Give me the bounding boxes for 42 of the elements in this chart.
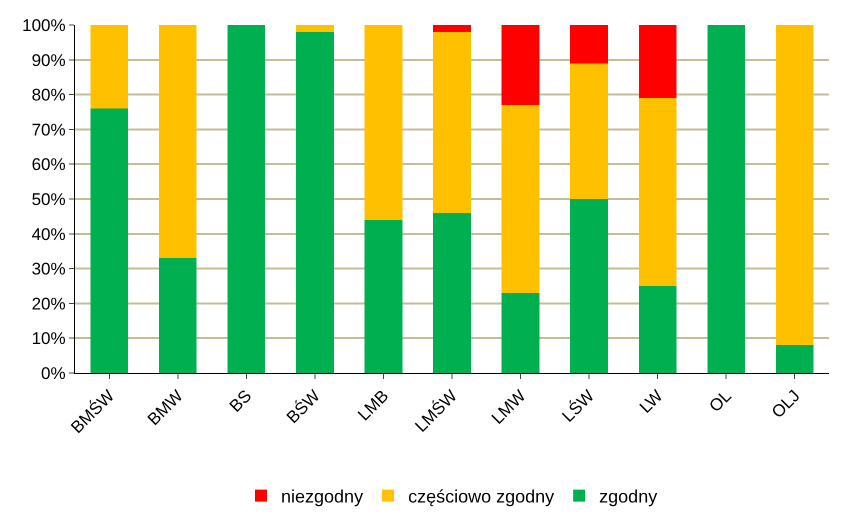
bar bbox=[364, 25, 402, 220]
y-tick-label: 70% bbox=[32, 120, 66, 140]
bar bbox=[502, 292, 540, 373]
bar bbox=[638, 25, 676, 98]
y-tick-label: 30% bbox=[32, 260, 66, 279]
bar bbox=[296, 25, 334, 32]
bar bbox=[158, 258, 197, 373]
y-tick-label: 50% bbox=[32, 190, 66, 209]
bar bbox=[776, 345, 814, 373]
x-tick-label: BS bbox=[226, 386, 256, 416]
bar bbox=[707, 25, 746, 373]
y-tick-label: 90% bbox=[32, 50, 66, 70]
y-tick-label: 80% bbox=[32, 86, 66, 105]
bar bbox=[433, 212, 471, 373]
bar bbox=[364, 220, 402, 373]
y-tick-label: 20% bbox=[32, 294, 66, 314]
legend-label: częściowo zgodny bbox=[408, 486, 554, 507]
bar bbox=[776, 25, 814, 346]
bar bbox=[90, 25, 128, 109]
bar bbox=[158, 25, 197, 258]
bar bbox=[433, 25, 471, 32]
bar bbox=[638, 98, 676, 286]
bar bbox=[502, 25, 540, 106]
y-tick-label: 100% bbox=[22, 16, 66, 35]
x-tick-label: OL bbox=[706, 386, 736, 416]
bar bbox=[228, 25, 266, 373]
bar bbox=[638, 286, 676, 373]
bar bbox=[502, 105, 540, 293]
bar bbox=[433, 32, 471, 213]
x-tick-label: OLJ bbox=[768, 386, 804, 422]
y-tick-label: 10% bbox=[32, 329, 66, 348]
y-tick-label: 60% bbox=[32, 155, 66, 174]
y-tick-label: 0% bbox=[41, 364, 66, 383]
bar bbox=[90, 108, 128, 373]
y-tick-label: 40% bbox=[32, 224, 66, 244]
legend-label: zgodny bbox=[599, 486, 658, 507]
bar bbox=[570, 199, 608, 373]
bar bbox=[296, 32, 334, 373]
x-tick-label: LW bbox=[636, 386, 666, 417]
bar bbox=[570, 25, 608, 64]
legend-label: niezgodny bbox=[281, 486, 364, 507]
bar bbox=[570, 63, 608, 199]
